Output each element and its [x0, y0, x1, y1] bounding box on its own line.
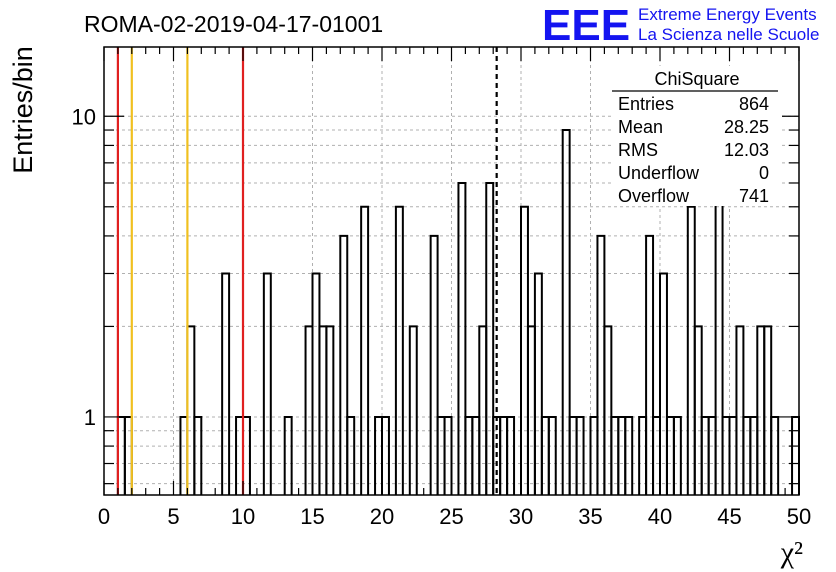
x-tick-label: 50 — [787, 504, 811, 529]
eee-logo-text: EEE — [542, 1, 630, 50]
histogram-bin — [547, 415, 557, 495]
histogram-bin — [596, 234, 606, 495]
x-tick-label: 10 — [231, 504, 255, 529]
brand-line-2: La Scienza nelle Scuole — [638, 25, 819, 44]
histogram-bin — [485, 181, 495, 495]
reference-lines — [116, 47, 498, 495]
histogram-bin — [561, 129, 571, 495]
histogram-bin — [533, 272, 543, 495]
x-tick-label: 0 — [98, 504, 110, 529]
histogram-bin — [763, 325, 773, 495]
histogram-bin — [659, 272, 668, 495]
histogram-bin — [311, 272, 321, 495]
y-axis-label: Entries/bin — [8, 46, 38, 174]
histogram-bin — [381, 415, 390, 495]
stats-value: 741 — [739, 186, 769, 206]
stats-label: Overflow — [618, 186, 690, 206]
histogram-bin — [624, 415, 634, 495]
histogram-bin — [262, 272, 272, 495]
stats-label: Entries — [618, 94, 674, 114]
stats-value: 12.03 — [724, 140, 769, 160]
stats-label: RMS — [618, 140, 658, 160]
y-tick-label: 10 — [72, 104, 96, 129]
brand-line-1: Extreme Energy Events — [638, 5, 817, 24]
x-tick-label: 45 — [717, 504, 741, 529]
x-tick-label: 20 — [370, 504, 394, 529]
histogram-bin — [575, 415, 585, 495]
histogram-bin — [770, 415, 780, 495]
stats-value: 864 — [739, 94, 769, 114]
histogram-bin — [429, 234, 439, 495]
stats-label: Underflow — [618, 163, 700, 183]
histogram-bin — [339, 234, 349, 495]
histogram-bin — [221, 272, 231, 495]
x-tick-label: 25 — [439, 504, 463, 529]
stats-value: 0 — [759, 163, 769, 183]
x-tick-label: 15 — [300, 504, 324, 529]
grid — [104, 47, 799, 495]
histogram-bin — [478, 325, 488, 495]
histogram-bin — [603, 325, 613, 495]
stats-value: 28.25 — [724, 117, 769, 137]
histogram-bin — [304, 325, 314, 495]
histogram-bin — [318, 325, 328, 495]
stats-title: ChiSquare — [654, 69, 739, 89]
histogram-bin — [346, 415, 356, 495]
histogram-bin — [283, 415, 293, 495]
histogram-bin — [735, 325, 745, 495]
y-tick-label: 1 — [84, 405, 96, 430]
histogram-bin — [693, 325, 703, 495]
histogram-bin — [672, 415, 682, 495]
stats-box: ChiSquare Entries 864 Mean 28.25 RMS 12.03 Und… — [612, 66, 782, 206]
x-tick-label: 5 — [167, 504, 179, 529]
histogram-bin — [443, 415, 453, 495]
eee-logo: EEE Extreme Energy Events La Scienza nel… — [542, 1, 819, 50]
histogram-bin — [645, 234, 655, 495]
x-axis-label: χ² — [780, 536, 803, 569]
histogram-bin — [506, 415, 516, 495]
x-axis-ticks: 0 5 10 15 20 25 30 35 40 45 50 — [98, 47, 811, 529]
chart-title: ROMA-02-2019-04-17-01001 — [84, 11, 383, 37]
histogram-bin — [686, 205, 696, 495]
histogram-bin — [325, 325, 335, 495]
x-tick-label: 30 — [509, 504, 533, 529]
stats-label: Mean — [618, 117, 663, 137]
histogram-bin — [408, 325, 418, 495]
x-tick-label: 40 — [648, 504, 672, 529]
histogram-bin — [520, 205, 529, 495]
histogram-bin — [526, 325, 536, 495]
histogram-bin — [193, 415, 203, 495]
histogram-bin — [360, 205, 370, 495]
y-axis-ticks: 1 10 — [72, 104, 799, 485]
stats-rows: Entries 864 Mean 28.25 RMS 12.03 Underflow 0 Ove… — [618, 94, 769, 206]
histogram-bin — [457, 181, 467, 495]
histogram-bin — [756, 325, 766, 495]
histogram-bin — [394, 205, 404, 495]
x-tick-label: 35 — [578, 504, 602, 529]
